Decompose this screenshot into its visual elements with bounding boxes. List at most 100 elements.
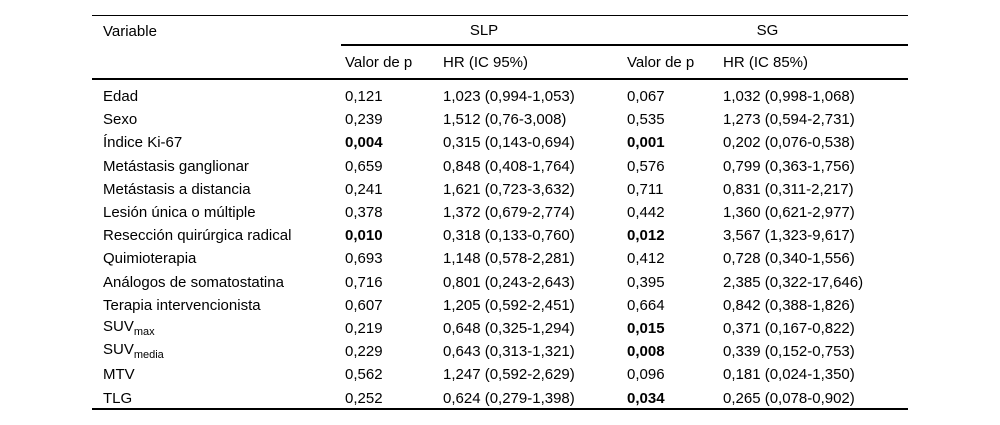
slp-hr-value-cell: 1,621 (0,723-3,632): [443, 180, 575, 198]
slp-hr-value-cell: 1,148 (0,578-2,281): [443, 250, 575, 268]
sg-p-value-cell: 0,015: [627, 319, 665, 337]
variable-cell: Metástasis a distancia: [92, 182, 341, 197]
slp-hr-value-cell: 1,247 (0,592-2,629): [443, 366, 575, 384]
slp-p-value-cell: 0,716: [345, 273, 383, 291]
variable-cell: Metástasis ganglionar: [92, 159, 341, 174]
table-row: Lesión única o múltiple 0,378 1,372 (0,6…: [92, 201, 908, 224]
variable-name: MTV: [103, 366, 135, 384]
sg-p-value-cell: 0,001: [627, 134, 665, 152]
slp-p-value-cell: 0,121: [345, 88, 383, 106]
slp-p-value-cell: 0,219: [345, 319, 383, 337]
cox-regression-table: Variable SLP SG Valor de p HR (IC 95%) V…: [92, 15, 908, 410]
table-body: Edad 0,121 1,023 (0,994-1,053) 0,067 1,0…: [92, 80, 908, 410]
column-header-slp-p: Valor de p: [345, 53, 413, 71]
table-row: Edad 0,121 1,023 (0,994-1,053) 0,067 1,0…: [92, 85, 908, 108]
table-row: Análogos de somatostatina 0,716 0,801 (0…: [92, 271, 908, 294]
variable-name: TLG: [103, 389, 133, 407]
table-header-column-row: Valor de p HR (IC 95%) Valor de p HR (IC…: [92, 46, 908, 80]
group-headers: SLP SG: [341, 16, 908, 46]
table-row: Metástasis ganglionar 0,659 0,848 (0,408…: [92, 155, 908, 178]
column-header-sg-p: Valor de p: [627, 53, 695, 71]
sg-p-value-cell: 0,442: [627, 204, 665, 222]
table-row: SUVmedia 0,229 0,643 (0,313-1,321) 0,008…: [92, 340, 908, 363]
sg-hr-value-cell: 0,202 (0,076-0,538): [723, 134, 855, 152]
group-header-slp: SLP: [469, 21, 499, 39]
variable-cell: Quimioterapia: [92, 251, 341, 266]
variable-name: Sexo: [103, 111, 138, 129]
table-row: Sexo 0,239 1,512 (0,76-3,008) 0,535 1,27…: [92, 108, 908, 131]
variable-name: Edad: [103, 88, 139, 106]
slp-p-value-cell: 0,562: [345, 366, 383, 384]
sg-hr-value-cell: 0,842 (0,388-1,826): [723, 296, 855, 314]
sg-hr-value-cell: 0,181 (0,024-1,350): [723, 366, 855, 384]
sg-p-value-cell: 0,535: [627, 111, 665, 129]
sg-hr-value-cell: 0,728 (0,340-1,556): [723, 250, 855, 268]
sg-p-value-cell: 0,034: [627, 389, 665, 407]
sg-hr-value-cell: 0,265 (0,078-0,902): [723, 389, 855, 407]
sg-hr-value-cell: 0,799 (0,363-1,756): [723, 157, 855, 175]
column-header-variable: Variable: [103, 22, 157, 40]
column-header-sg-hr: HR (IC 85%): [723, 53, 809, 71]
slp-p-value-cell: 0,241: [345, 180, 383, 198]
slp-p-value-cell: 0,659: [345, 157, 383, 175]
variable-subscript: media: [133, 349, 164, 362]
variable-cell: Edad: [92, 89, 341, 104]
sg-p-value-cell: 0,008: [627, 343, 665, 361]
variable-cell: Análogos de somatostatina: [92, 275, 341, 290]
variable-cell: Resección quirúrgica radical: [92, 228, 341, 243]
group-header-sg: SG: [756, 21, 779, 39]
slp-p-value-cell: 0,693: [345, 250, 383, 268]
table-row: Quimioterapia 0,693 1,148 (0,578-2,281) …: [92, 247, 908, 270]
sg-hr-value-cell: 0,831 (0,311-2,217): [723, 180, 854, 198]
table-row: SUVmax 0,219 0,648 (0,325-1,294) 0,015 0…: [92, 317, 908, 340]
slp-p-value-cell: 0,252: [345, 389, 383, 407]
variable-name: SUV: [103, 341, 134, 359]
sg-p-value-cell: 0,412: [627, 250, 665, 268]
slp-p-value-cell: 0,004: [345, 134, 383, 152]
sg-hr-value-cell: 1,032 (0,998-1,068): [723, 88, 855, 106]
sg-hr-value-cell: 0,371 (0,167-0,822): [723, 319, 855, 337]
variable-name: Lesión única o múltiple: [103, 204, 256, 222]
variable-cell: Terapia intervencionista: [92, 298, 341, 313]
variable-name: Metástasis ganglionar: [103, 157, 249, 175]
slp-p-value-cell: 0,607: [345, 296, 383, 314]
sg-p-value-cell: 0,664: [627, 296, 665, 314]
slp-p-value-cell: 0,239: [345, 111, 383, 129]
table-row: Índice Ki-67 0,004 0,315 (0,143-0,694) 0…: [92, 131, 908, 154]
sg-p-value-cell: 0,096: [627, 366, 665, 384]
sg-p-value-cell: 0,067: [627, 88, 665, 106]
sg-hr-value-cell: 1,273 (0,594-2,731): [723, 111, 855, 129]
variable-name: Quimioterapia: [103, 250, 197, 268]
sg-hr-value-cell: 1,360 (0,621-2,977): [723, 204, 855, 222]
sg-p-value-cell: 0,012: [627, 227, 665, 245]
slp-hr-value-cell: 1,372 (0,679-2,774): [443, 204, 575, 222]
table-row: Metástasis a distancia 0,241 1,621 (0,72…: [92, 178, 908, 201]
slp-p-value-cell: 0,229: [345, 343, 383, 361]
variable-cell: MTV: [92, 367, 341, 382]
variable-name: Índice Ki-67: [103, 134, 183, 152]
variable-name: Terapia intervencionista: [103, 296, 261, 314]
slp-hr-value-cell: 0,848 (0,408-1,764): [443, 157, 575, 175]
variable-cell: Lesión única o múltiple: [92, 205, 341, 220]
variable-cell: SUVmedia: [92, 342, 341, 361]
variable-name: Análogos de somatostatina: [103, 273, 284, 291]
variable-name: SUV: [103, 317, 134, 335]
slp-hr-value-cell: 1,023 (0,994-1,053): [443, 88, 575, 106]
table-row: Terapia intervencionista 0,607 1,205 (0,…: [92, 294, 908, 317]
slp-hr-value-cell: 0,315 (0,143-0,694): [443, 134, 575, 152]
variable-cell: TLG: [92, 391, 341, 406]
table-row: TLG 0,252 0,624 (0,279-1,398) 0,034 0,26…: [92, 386, 908, 409]
table-row: MTV 0,562 1,247 (0,592-2,629) 0,096 0,18…: [92, 363, 908, 386]
variable-cell: Índice Ki-67: [92, 135, 341, 150]
slp-p-value-cell: 0,378: [345, 204, 383, 222]
variable-name: Resección quirúrgica radical: [103, 227, 292, 245]
variable-cell: Sexo: [92, 112, 341, 127]
sg-p-value-cell: 0,711: [627, 180, 664, 198]
slp-hr-value-cell: 0,643 (0,313-1,321): [443, 343, 575, 361]
column-header-slp-hr: HR (IC 95%): [443, 53, 529, 71]
sg-hr-value-cell: 3,567 (1,323-9,617): [723, 227, 855, 245]
sg-hr-value-cell: 0,339 (0,152-0,753): [723, 343, 855, 361]
slp-hr-value-cell: 1,205 (0,592-2,451): [443, 296, 575, 314]
slp-hr-value-cell: 1,512 (0,76-3,008): [443, 111, 567, 129]
